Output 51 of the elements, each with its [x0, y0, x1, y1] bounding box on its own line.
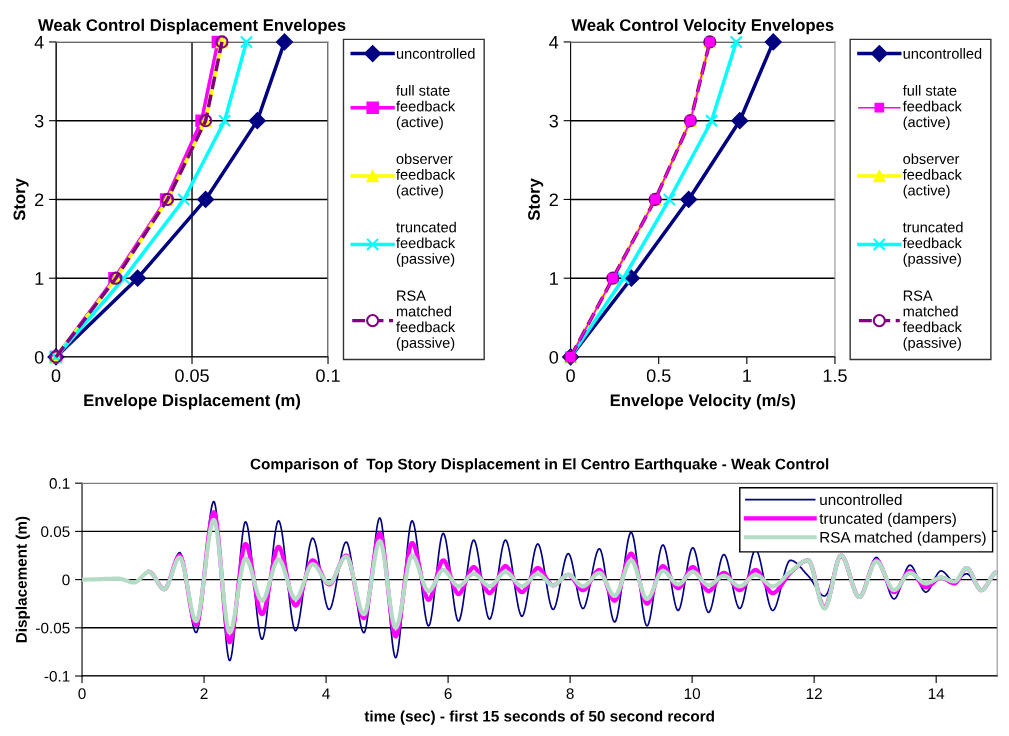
- y-axis-title: Story: [528, 178, 544, 221]
- y-tick-label: 2: [549, 193, 558, 206]
- y-tick-label: 4: [34, 36, 44, 49]
- x-tick-label: 1.5: [823, 369, 847, 383]
- y-tick-label: 3: [549, 114, 558, 128]
- y-tick-label: 1: [35, 272, 44, 285]
- x-tick-label: 0.1: [316, 369, 340, 383]
- y-tick-label: 0: [34, 350, 44, 364]
- y-tick-label: -0.05: [36, 622, 70, 634]
- legend-label: uncontrolled: [820, 493, 902, 506]
- y-tick-label: 0: [62, 574, 70, 586]
- legend-label: RSA matched feedback (passive): [396, 290, 456, 351]
- y-tick-label: 0.1: [49, 478, 70, 489]
- x-tick-label: 6: [444, 688, 452, 700]
- legend-label: RSA matched feedback (passive): [902, 290, 962, 351]
- x-axis-title: Envelope Displacement (m): [84, 393, 301, 410]
- x-tick-label: 1: [743, 369, 751, 382]
- x-axis-title: time (sec) - first 15 seconds of 50 second record: [364, 710, 714, 725]
- x-tick-label: 12: [806, 688, 822, 699]
- y-axis-title: Story: [13, 178, 29, 221]
- legend-label: uncontrolled: [903, 48, 982, 59]
- x-tick-label: 4: [322, 688, 330, 699]
- legend-label: uncontrolled: [396, 48, 475, 59]
- y-tick-label: 0: [549, 350, 559, 364]
- x-tick-label: 10: [684, 688, 701, 700]
- x-tick-label: 0: [566, 369, 575, 383]
- x-tick-label: 0.5: [646, 369, 671, 383]
- chart-title: Comparison of Top Story Displacement in El Centro Earthquake - Weak Control: [250, 458, 829, 473]
- legend-label: truncated feedback (passive): [396, 221, 456, 267]
- legend-label: observer feedback (active): [396, 153, 456, 199]
- y-axis-title: Displacement (m): [15, 516, 30, 643]
- chart-title: Weak Control Displacement Envelopes: [37, 18, 346, 35]
- y-tick-label: 0.05: [41, 526, 70, 538]
- x-axis-title: Envelope Velocity (m/s): [610, 393, 796, 410]
- y-tick-label: 1: [550, 272, 558, 285]
- legend-label: RSA matched (dampers): [820, 531, 986, 546]
- x-tick-label: 0: [78, 688, 86, 700]
- legend-label: observer feedback (active): [902, 153, 962, 199]
- x-tick-label: 14: [928, 688, 945, 699]
- y-tick-label: 4: [549, 36, 559, 49]
- legend-label: truncated feedback (passive): [902, 221, 963, 267]
- y-tick-label: 2: [35, 193, 44, 206]
- x-tick-label: 2: [200, 688, 208, 699]
- x-tick-label: 0.05: [175, 369, 209, 383]
- y-tick-label: -0.1: [44, 670, 70, 682]
- chart-title: Weak Control Velocity Envelopes: [571, 18, 834, 35]
- legend-label: full state feedback (active): [902, 85, 962, 131]
- y-tick-label: 3: [34, 114, 44, 128]
- x-tick-label: 8: [566, 688, 574, 700]
- legend-label: full state feedback (active): [396, 85, 456, 131]
- legend-label: truncated (dampers): [819, 512, 956, 527]
